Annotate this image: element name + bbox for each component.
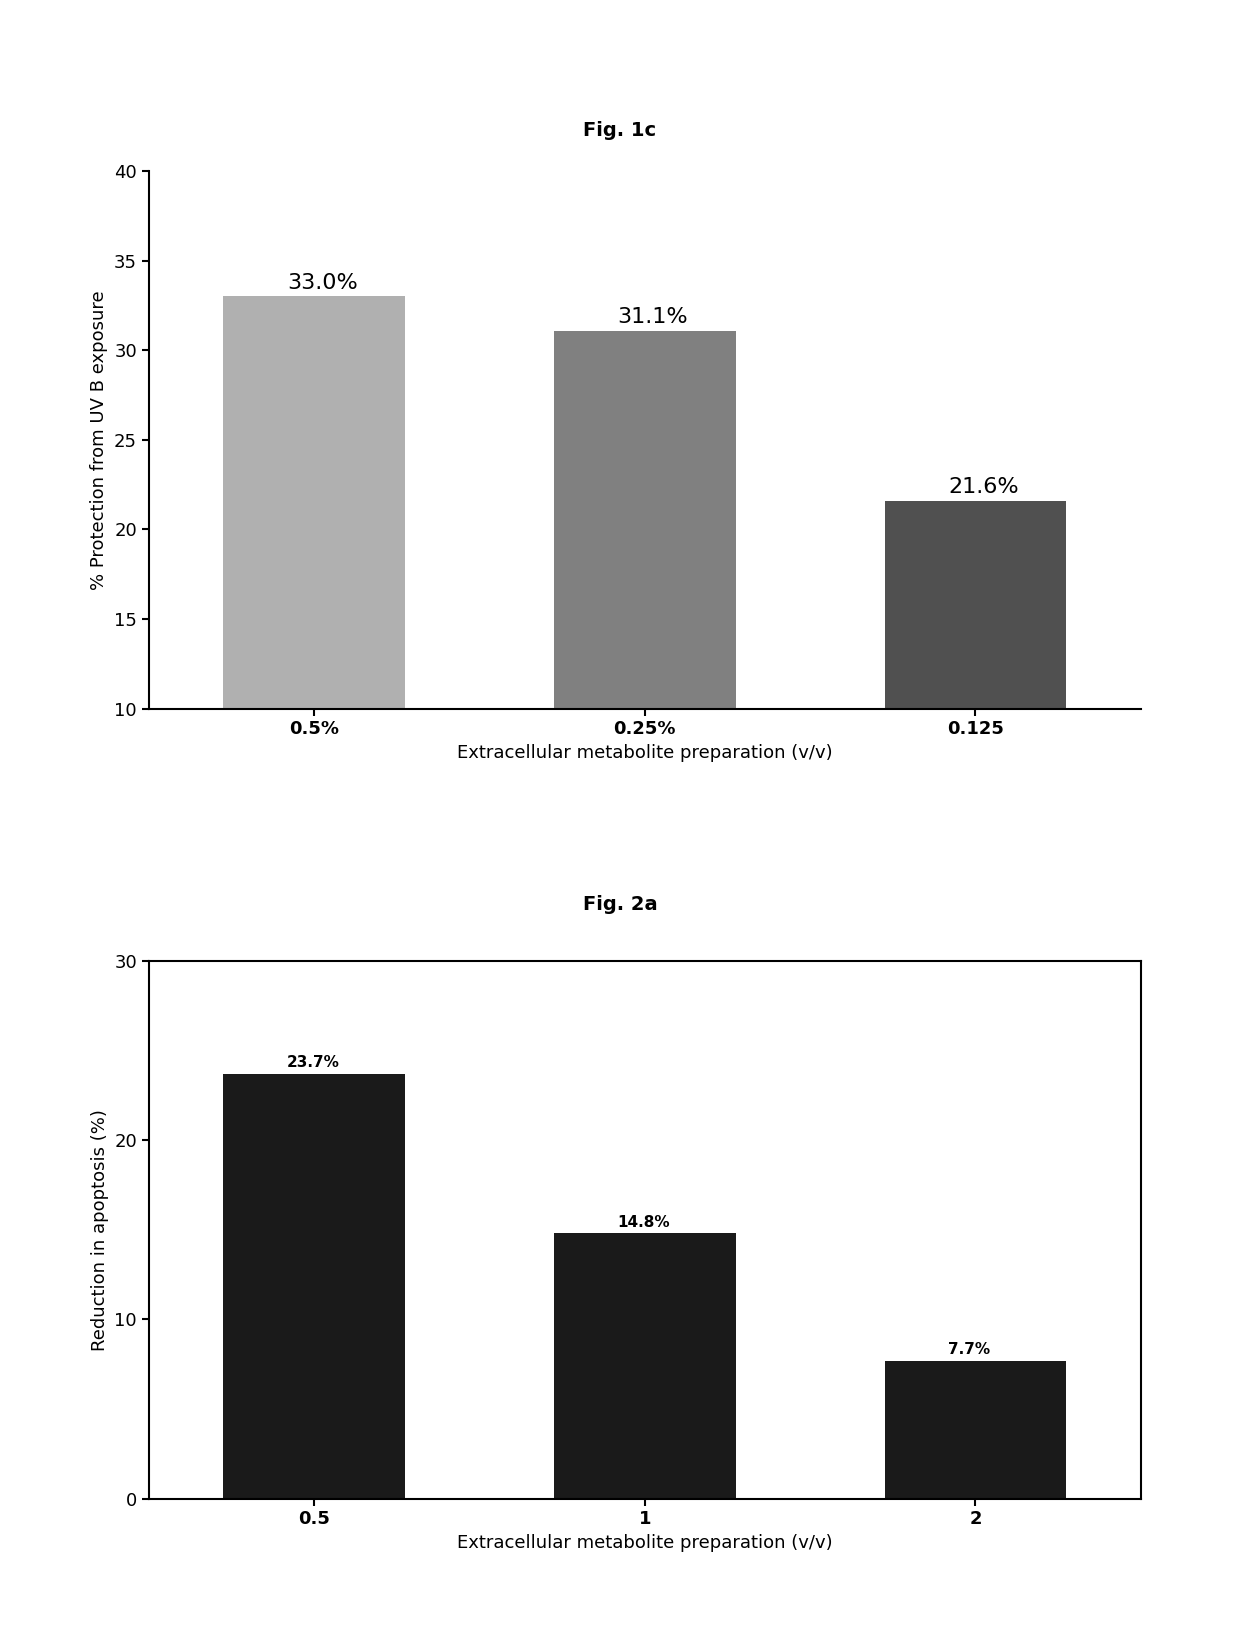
Text: 31.1%: 31.1% bbox=[618, 306, 688, 327]
Y-axis label: % Protection from UV B exposure: % Protection from UV B exposure bbox=[91, 290, 108, 590]
Text: 21.6%: 21.6% bbox=[949, 477, 1019, 497]
Text: Fig. 2a: Fig. 2a bbox=[583, 894, 657, 914]
Y-axis label: Reduction in apoptosis (%): Reduction in apoptosis (%) bbox=[91, 1109, 109, 1350]
X-axis label: Extracellular metabolite preparation (v/v): Extracellular metabolite preparation (v/… bbox=[458, 1535, 832, 1552]
Text: Fig. 1c: Fig. 1c bbox=[584, 121, 656, 140]
Text: 14.8%: 14.8% bbox=[618, 1215, 670, 1230]
Bar bbox=[223, 1074, 405, 1499]
X-axis label: Extracellular metabolite preparation (v/v): Extracellular metabolite preparation (v/… bbox=[458, 744, 832, 762]
Bar bbox=[223, 296, 405, 888]
Text: 7.7%: 7.7% bbox=[949, 1342, 991, 1357]
Text: 23.7%: 23.7% bbox=[286, 1056, 340, 1070]
Bar bbox=[554, 331, 735, 888]
Text: 33.0%: 33.0% bbox=[286, 274, 357, 293]
Bar bbox=[554, 1233, 735, 1499]
Bar bbox=[884, 1360, 1066, 1499]
Bar bbox=[884, 500, 1066, 888]
